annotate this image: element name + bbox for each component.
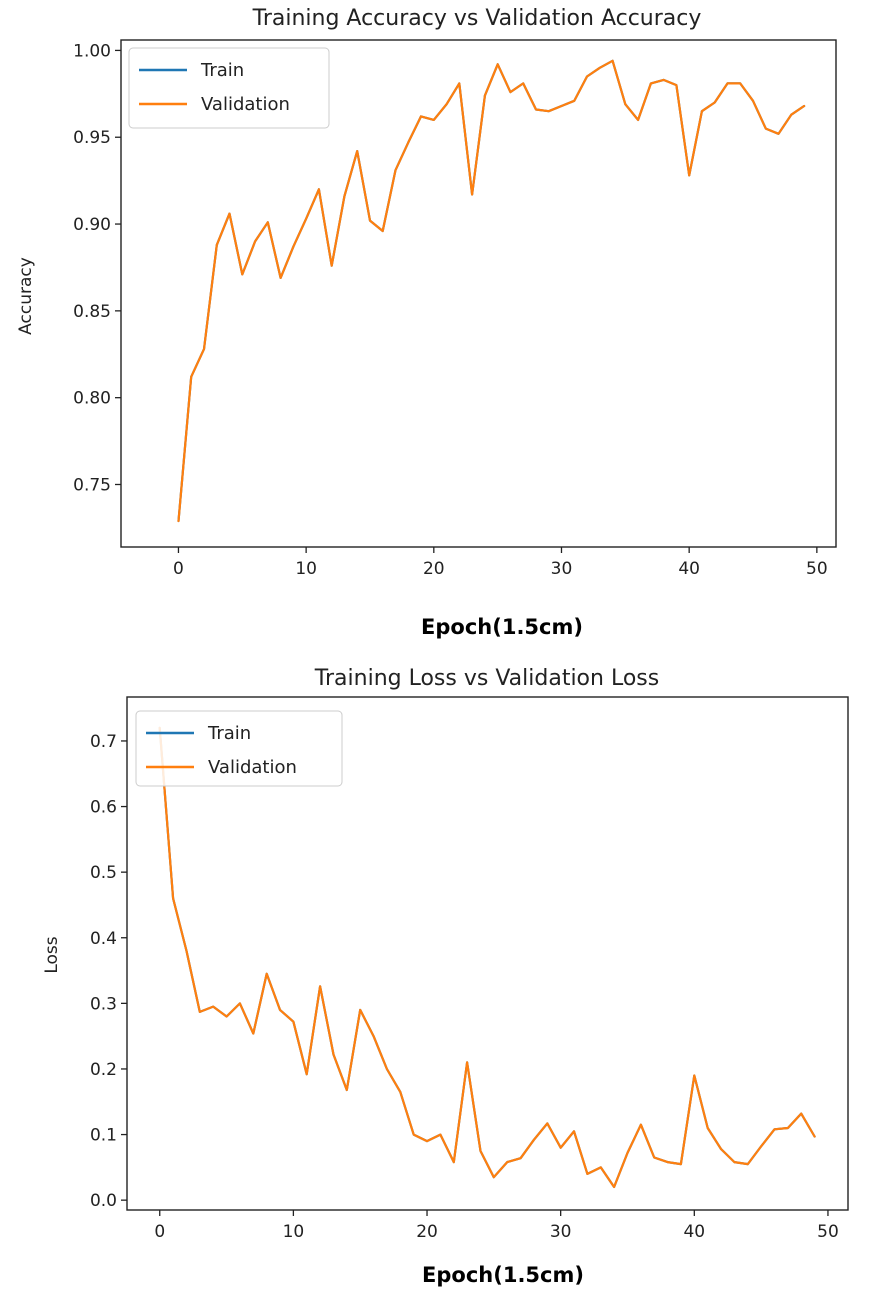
loss-chart: Training Loss vs Validation Loss Loss Ep… xyxy=(42,666,849,1287)
accuracy-chart-ylabel: Accuracy xyxy=(16,257,36,335)
accuracy-chart-xlabel: Epoch(1.5cm) xyxy=(421,615,583,639)
loss-chart-ytick-label: 0.0 xyxy=(90,1191,117,1211)
accuracy-chart-series-validation xyxy=(177,59,806,523)
loss-chart-frame xyxy=(126,696,849,1211)
loss-chart-legend: Train Validation xyxy=(135,710,343,787)
loss-chart-ytick-label: 0.7 xyxy=(90,732,117,752)
loss-chart-ytick-label: 0.2 xyxy=(90,1060,117,1080)
loss-chart-ylabel: Loss xyxy=(42,936,62,973)
loss-chart-xtick-label: 0 xyxy=(154,1222,165,1242)
loss-chart-xtick-label: 50 xyxy=(817,1222,839,1242)
accuracy-chart-title: Training Accuracy vs Validation Accuracy xyxy=(252,6,702,31)
loss-chart-ytick-label: 0.1 xyxy=(90,1126,117,1146)
accuracy-chart: Training Accuracy vs Validation Accuracy… xyxy=(16,6,837,639)
accuracy-chart-xtick-label: 10 xyxy=(295,559,317,579)
loss-chart-xtick-label: 30 xyxy=(550,1222,572,1242)
accuracy-chart-xtick-label: 0 xyxy=(173,559,184,579)
accuracy-chart-xtick-label: 50 xyxy=(806,559,828,579)
accuracy-chart-legend-box xyxy=(128,47,330,129)
accuracy-chart-axes: 0 10 20 30 40 50 0.75 0.80 0.85 0.90 0.95 1.00 xyxy=(73,41,828,579)
accuracy-chart-plot-frame xyxy=(120,39,837,548)
loss-chart-xtick-label: 20 xyxy=(416,1222,438,1242)
loss-chart-legend-label-validation: Validation xyxy=(208,757,297,778)
loss-chart-plot-frame xyxy=(126,696,849,1211)
loss-chart-ytick-label: 0.6 xyxy=(90,798,117,818)
accuracy-chart-xtick-label: 30 xyxy=(551,559,573,579)
accuracy-chart-ytick-label: 0.90 xyxy=(73,215,111,235)
accuracy-chart-legend-label-train: Train xyxy=(200,60,244,81)
accuracy-chart-legend: Train Validation xyxy=(128,47,330,129)
loss-chart-xlabel: Epoch(1.5cm) xyxy=(422,1263,584,1287)
accuracy-chart-ytick-label: 1.00 xyxy=(73,41,111,61)
accuracy-chart-ytick-label: 0.80 xyxy=(73,389,111,409)
loss-chart-ytick-label: 0.3 xyxy=(90,994,117,1014)
loss-chart-title: Training Loss vs Validation Loss xyxy=(314,666,659,691)
accuracy-chart-ytick-label: 0.85 xyxy=(73,302,111,322)
loss-chart-ytick-label: 0.5 xyxy=(90,863,117,883)
accuracy-chart-legend-label-validation: Validation xyxy=(201,94,290,115)
loss-chart-axes: 0 10 20 30 40 50 0.0 0.1 0.2 0.3 0.4 0.5 0.6 0.7 xyxy=(90,732,839,1242)
accuracy-chart-ytick-label: 0.75 xyxy=(73,475,111,495)
accuracy-chart-xtick-label: 20 xyxy=(423,559,445,579)
loss-chart-series-validation xyxy=(158,726,816,1189)
loss-chart-ytick-label: 0.4 xyxy=(90,929,117,949)
loss-chart-legend-label-train: Train xyxy=(207,723,251,744)
accuracy-chart-frame xyxy=(120,39,837,548)
loss-chart-xtick-label: 40 xyxy=(683,1222,705,1242)
loss-chart-lines xyxy=(158,726,816,1189)
accuracy-chart-xtick-label: 40 xyxy=(678,559,700,579)
accuracy-chart-ytick-label: 0.95 xyxy=(73,128,111,148)
loss-chart-xtick-label: 10 xyxy=(283,1222,305,1242)
accuracy-chart-lines xyxy=(177,59,806,523)
